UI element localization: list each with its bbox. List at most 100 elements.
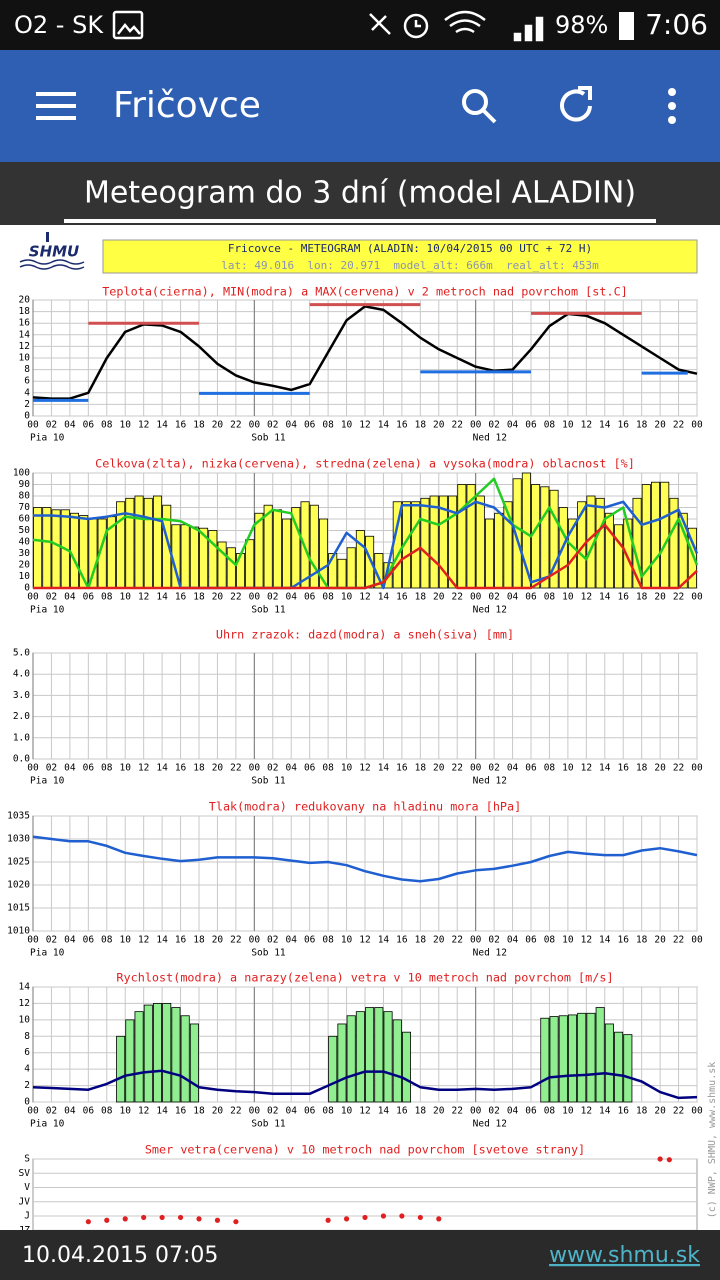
x-tick-label: 00 [249, 935, 261, 946]
x-tick-label: 14 [599, 420, 611, 431]
x-tick-label: 12 [138, 1106, 149, 1117]
x-tick-label: 02 [267, 763, 278, 774]
y-tick-label: 18 [19, 306, 31, 317]
search-button[interactable] [462, 89, 497, 124]
y-tick-label: 10 [19, 571, 31, 582]
bar [540, 486, 550, 589]
x-tick-label: 20 [212, 935, 224, 946]
x-tick-label: 04 [285, 1106, 297, 1117]
x-tick-label: 08 [544, 592, 556, 603]
x-tick-label: 14 [378, 935, 390, 946]
y-tick-label: 6 [24, 376, 30, 387]
overflow-button[interactable] [668, 88, 676, 124]
footer-link[interactable]: www.shmu.sk [549, 1243, 700, 1268]
bar [162, 1003, 172, 1103]
bar [438, 495, 448, 589]
y-tick-label: 70 [19, 502, 31, 513]
x-tick-label: 10 [341, 935, 353, 946]
x-tick-label: 22 [230, 935, 241, 946]
x-tick-label: 04 [64, 1106, 76, 1117]
x-tick-label: 06 [304, 1106, 316, 1117]
bar [365, 1007, 375, 1103]
x-tick-label: 16 [617, 1106, 629, 1117]
bar [558, 1015, 568, 1103]
x-tick-label: 14 [378, 763, 390, 774]
x-tick-label: 06 [525, 592, 537, 603]
panel: Uhrn zrazok: dazd(modra) a sneh(siva) [m… [13, 628, 703, 787]
x-tick-label: 14 [378, 592, 390, 603]
x-tick-label: 22 [230, 420, 241, 431]
x-tick-label: 02 [267, 592, 278, 603]
y-tick-label: 1035 [7, 811, 30, 822]
x-tick-label: 00 [27, 763, 39, 774]
x-tick-label: 22 [673, 935, 684, 946]
day-label: Ned 12 [473, 1119, 507, 1130]
x-tick-label: 22 [230, 1106, 241, 1117]
x-tick-label: 16 [396, 935, 408, 946]
bar [614, 1031, 624, 1103]
y-tick-label: 1030 [7, 834, 30, 845]
x-tick-label: 10 [562, 420, 574, 431]
clock: 7:06 [645, 8, 708, 41]
x-tick-label: 12 [138, 763, 149, 774]
bar [365, 535, 375, 589]
bar [567, 1014, 578, 1103]
x-tick-label: 10 [562, 935, 574, 946]
x-tick-label: 22 [451, 420, 462, 431]
x-tick-label: 06 [525, 763, 537, 774]
x-tick-label: 02 [488, 935, 499, 946]
x-tick-label: 22 [451, 763, 462, 774]
panel-title: Celkova(zlta), nizka(cervena), stredna(z… [95, 457, 635, 471]
bar [623, 1034, 633, 1103]
bar [116, 1035, 126, 1103]
y-tick-label: 100 [13, 468, 30, 479]
x-tick-label: 06 [525, 420, 537, 431]
x-tick-label: 14 [156, 1106, 168, 1117]
x-tick-label: 14 [599, 935, 611, 946]
x-tick-label: 06 [304, 935, 316, 946]
day-label: Sob 11 [251, 433, 286, 444]
x-tick-label: 00 [249, 1106, 261, 1117]
x-tick-label: 12 [359, 592, 370, 603]
x-tick-label: 16 [175, 935, 187, 946]
x-tick-label: 00 [470, 420, 482, 431]
bar [549, 489, 559, 589]
x-tick-label: 02 [488, 763, 499, 774]
bar [687, 527, 697, 589]
x-tick-label: 08 [322, 592, 334, 603]
x-tick-label: 18 [636, 935, 648, 946]
x-tick-label: 06 [83, 1106, 95, 1117]
bar [411, 501, 421, 589]
day-label: Pia 10 [30, 605, 65, 616]
bar [604, 512, 614, 589]
x-tick-label: 08 [322, 1106, 334, 1117]
x-tick-label: 16 [396, 420, 408, 431]
bar [180, 1015, 190, 1103]
bar [51, 509, 61, 589]
menu-button[interactable] [36, 92, 76, 120]
bar [650, 481, 661, 589]
credit: (c) NWP, SHMU, www.shmu.sk [707, 1062, 718, 1219]
x-tick-label: 16 [175, 763, 187, 774]
x-tick-label: 08 [101, 1106, 113, 1117]
x-tick-label: 10 [119, 592, 131, 603]
x-tick-label: 20 [654, 420, 666, 431]
x-tick-label: 22 [230, 592, 241, 603]
x-tick-label: 20 [654, 935, 666, 946]
x-tick-label: 06 [525, 935, 537, 946]
shmu-logo: SHMU [19, 232, 85, 270]
day-label: Sob 11 [251, 948, 286, 959]
x-tick-label: 18 [415, 420, 427, 431]
y-tick-label: 60 [19, 514, 31, 525]
x-tick-label: 16 [617, 935, 629, 946]
y-tick-label: 8 [24, 364, 30, 375]
x-tick-label: 12 [138, 935, 149, 946]
y-tick-label: 12 [19, 341, 30, 352]
y-tick-label: 0 [24, 583, 30, 594]
bar [475, 495, 485, 589]
series-line [32, 835, 698, 883]
x-tick-label: 20 [433, 935, 445, 946]
refresh-button[interactable] [560, 86, 592, 122]
y-tick-label: 20 [19, 295, 31, 306]
